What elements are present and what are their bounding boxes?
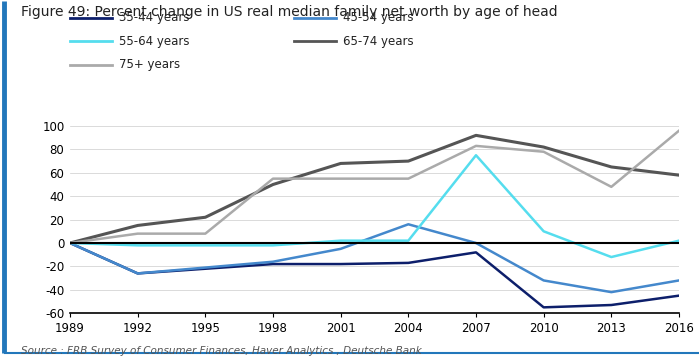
45-54 years: [472, 241, 480, 245]
75+ years: [540, 150, 548, 154]
55-64 years: [134, 243, 142, 248]
65-74 years: [66, 241, 74, 245]
45-54 years: [607, 290, 615, 294]
Line: 65-74 years: 65-74 years: [70, 135, 679, 243]
65-74 years: [269, 182, 277, 186]
Text: 65-74 years: 65-74 years: [343, 35, 414, 48]
45-54 years: [540, 278, 548, 283]
55-64 years: [201, 243, 209, 248]
45-54 years: [66, 241, 74, 245]
45-54 years: [404, 222, 412, 226]
45-54 years: [337, 247, 345, 251]
Text: 55-64 years: 55-64 years: [119, 35, 190, 48]
75+ years: [472, 144, 480, 148]
45-54 years: [201, 265, 209, 270]
55-64 years: [337, 238, 345, 243]
75+ years: [337, 176, 345, 181]
75+ years: [134, 231, 142, 236]
55-64 years: [269, 243, 277, 248]
35-44 years: [66, 241, 74, 245]
Line: 45-54 years: 45-54 years: [70, 224, 679, 292]
Text: 35-44 years: 35-44 years: [119, 12, 190, 24]
65-74 years: [540, 145, 548, 149]
55-64 years: [66, 241, 74, 245]
55-64 years: [607, 255, 615, 259]
35-44 years: [540, 305, 548, 310]
65-74 years: [201, 215, 209, 219]
35-44 years: [337, 262, 345, 266]
Text: Source : FRB Survey of Consumer Finances, Haver Analytics , Deutsche Bank: Source : FRB Survey of Consumer Finances…: [21, 346, 421, 356]
65-74 years: [472, 133, 480, 138]
Text: 75+ years: 75+ years: [119, 58, 180, 71]
65-74 years: [134, 223, 142, 228]
55-64 years: [404, 238, 412, 243]
35-44 years: [269, 262, 277, 266]
45-54 years: [675, 278, 683, 283]
Line: 75+ years: 75+ years: [70, 131, 679, 243]
65-74 years: [607, 165, 615, 169]
55-64 years: [472, 153, 480, 157]
75+ years: [607, 185, 615, 189]
75+ years: [66, 241, 74, 245]
35-44 years: [404, 261, 412, 265]
35-44 years: [675, 293, 683, 298]
35-44 years: [472, 250, 480, 255]
45-54 years: [134, 271, 142, 276]
Line: 35-44 years: 35-44 years: [70, 243, 679, 307]
55-64 years: [675, 238, 683, 243]
45-54 years: [269, 260, 277, 264]
Text: Figure 49: Percent change in US real median family net worth by age of head: Figure 49: Percent change in US real med…: [21, 5, 558, 19]
35-44 years: [201, 266, 209, 271]
65-74 years: [337, 161, 345, 166]
65-74 years: [675, 173, 683, 177]
35-44 years: [607, 303, 615, 307]
65-74 years: [404, 159, 412, 163]
55-64 years: [540, 229, 548, 234]
Line: 55-64 years: 55-64 years: [70, 155, 679, 257]
Text: 45-54 years: 45-54 years: [343, 12, 414, 24]
75+ years: [675, 129, 683, 133]
75+ years: [201, 231, 209, 236]
75+ years: [269, 176, 277, 181]
35-44 years: [134, 271, 142, 276]
75+ years: [404, 176, 412, 181]
